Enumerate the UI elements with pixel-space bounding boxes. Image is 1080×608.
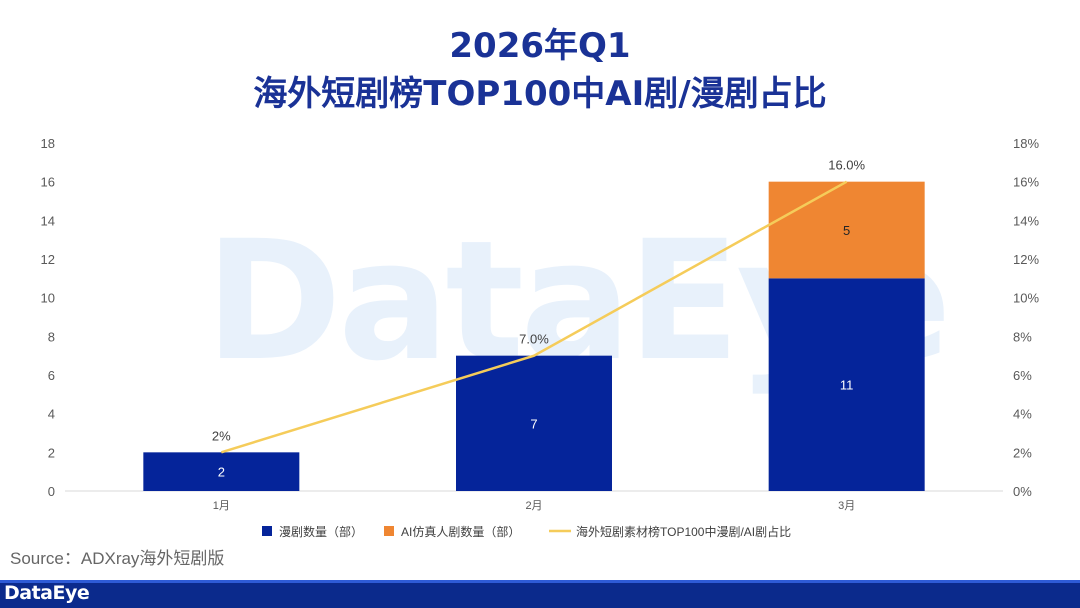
brand-logo: DataEye xyxy=(4,582,90,604)
line-data-label: 7.0% xyxy=(519,332,549,347)
legend-swatch-manju xyxy=(262,526,272,536)
x-tick-label: 2月 xyxy=(525,500,542,512)
line-data-label: 16.0% xyxy=(828,158,865,173)
bar-ai xyxy=(768,181,925,279)
legend-label-manju: 漫剧数量（部） xyxy=(279,524,363,539)
y-right-tick-label: 0% xyxy=(1013,484,1032,499)
y-left-tick-label: 12 xyxy=(41,252,55,267)
y-left-tick-label: 8 xyxy=(48,329,55,344)
x-tick-label: 3月 xyxy=(838,500,855,512)
y-left-tick-label: 10 xyxy=(41,291,55,306)
y-left-tick-label: 14 xyxy=(41,213,55,228)
y-right-tick-label: 14% xyxy=(1013,213,1039,228)
y-right-tick-label: 2% xyxy=(1013,445,1032,460)
y-right-tick-label: 12% xyxy=(1013,252,1039,267)
legend-label-ai: AI仿真人剧数量（部） xyxy=(401,524,520,539)
y-left-tick-label: 0 xyxy=(48,484,55,499)
chart-svg: 0 2 4 6 8 10 12 14 16 18 0% 2% 4% 6% 8% 10% 12% 14% 16% 18%… xyxy=(41,136,1040,539)
footer-bar: DataEye xyxy=(0,580,1080,608)
line-series-path xyxy=(220,180,848,454)
legend-label-line: 海外短剧素材榜TOP100中漫剧/AI剧占比 xyxy=(576,524,791,539)
y-left-tick-label: 18 xyxy=(41,136,55,151)
bar-manju xyxy=(768,278,925,491)
y-left-tick-label: 6 xyxy=(48,368,55,383)
legend-swatch-ai xyxy=(384,526,394,536)
line-data-label: 2% xyxy=(212,428,231,443)
y-left-tick-label: 2 xyxy=(48,445,55,460)
x-tick-label: 1月 xyxy=(213,500,230,512)
bar-data-label: 11 xyxy=(840,378,854,393)
bar-data-label: 7 xyxy=(530,416,537,431)
y-right-tick-label: 6% xyxy=(1013,368,1032,383)
bar-data-label: 2 xyxy=(218,465,225,480)
bar-manju xyxy=(456,355,612,491)
y-left-tick-label: 4 xyxy=(48,407,55,422)
chart-title-line2: 海外短剧榜TOP100中AI剧/漫剧占比 xyxy=(253,74,827,114)
y-right-tick-label: 10% xyxy=(1013,291,1039,306)
footer-accent-line xyxy=(0,580,1080,583)
y-right-tick-label: 16% xyxy=(1013,175,1039,190)
bar-manju xyxy=(143,452,300,491)
source-note: Source：ADXray海外短剧版 xyxy=(10,549,225,568)
y-right-tick-label: 4% xyxy=(1013,407,1032,422)
y-right-tick-label: 8% xyxy=(1013,329,1032,344)
y-right-tick-label: 18% xyxy=(1013,136,1039,151)
chart-title-line1: 2026年Q1 xyxy=(449,26,631,66)
y-left-tick-label: 16 xyxy=(41,175,55,190)
bar-data-label: 5 xyxy=(843,223,850,238)
